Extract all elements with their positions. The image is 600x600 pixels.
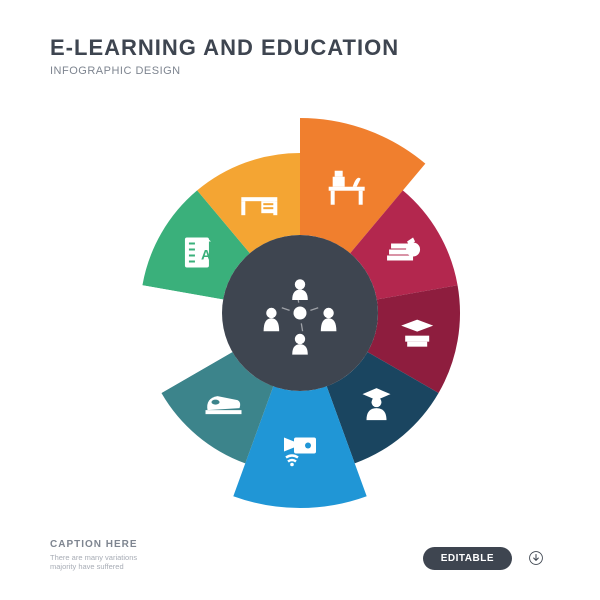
page-title: E-LEARNING AND EDUCATION: [50, 35, 399, 61]
download-icon: [529, 551, 543, 565]
caption: CAPTION HERE There are many variations m…: [50, 539, 138, 573]
caption-title: CAPTION HERE: [50, 539, 138, 550]
editable-badge: EDITABLE: [423, 547, 512, 570]
caption-text: There are many variations majority have …: [50, 553, 138, 573]
svg-text:A: A: [201, 247, 211, 263]
page-subtitle: INFOGRAPHIC DESIGN: [50, 65, 399, 77]
footer: CAPTION HERE There are many variations m…: [50, 539, 550, 573]
test-paper-icon: A: [185, 238, 211, 268]
badges: EDITABLE: [423, 544, 550, 572]
download-badge[interactable]: [522, 544, 550, 572]
header: E-LEARNING AND EDUCATION INFOGRAPHIC DES…: [50, 35, 399, 77]
radial-chart: A: [95, 108, 505, 518]
